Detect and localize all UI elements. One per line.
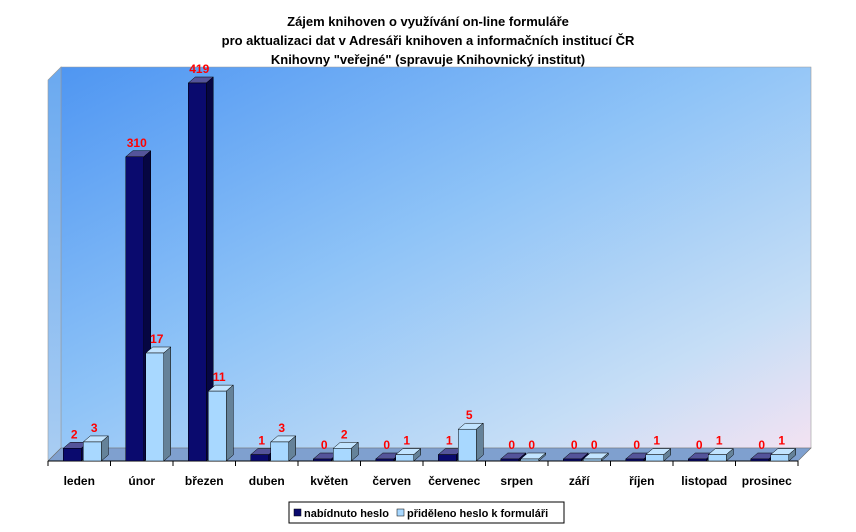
x-tick-label-září: září — [569, 474, 590, 488]
data-label-srpen-series-2: 0 — [528, 438, 535, 452]
data-label-únor-series-2: 17 — [150, 332, 164, 346]
bar-říjen-series-2 — [645, 448, 672, 462]
bar-front — [688, 458, 707, 462]
x-tick-label-prosinec: prosinec — [742, 474, 792, 488]
bar-únor-series-1 — [125, 150, 152, 462]
legend-label-series-2: přiděleno heslo k formuláři — [407, 508, 548, 520]
bar-front — [208, 390, 227, 462]
data-label-červen-series-2: 1 — [403, 434, 410, 448]
chart-title-line-3: Knihovny "veřejné" (spravuje Knihovnický… — [271, 52, 585, 67]
data-label-červenec-series-2: 5 — [466, 408, 473, 422]
bar-front — [770, 454, 789, 462]
data-label-říjen-series-1: 0 — [633, 438, 640, 452]
x-tick-label-únor: únor — [128, 474, 155, 488]
bar-front — [645, 454, 664, 462]
data-label-březen-series-2: 11 — [213, 370, 226, 384]
bar-front — [63, 448, 82, 462]
bar-front — [750, 458, 769, 462]
data-label-září-series-2: 0 — [591, 438, 598, 452]
data-label-prosinec-series-1: 0 — [758, 438, 765, 452]
bar-side — [163, 346, 171, 462]
data-label-únor-series-1: 310 — [127, 136, 147, 150]
x-tick-label-květen: květen — [310, 474, 348, 488]
data-label-listopad-series-1: 0 — [696, 438, 703, 452]
bar-září-series-2 — [582, 452, 609, 462]
data-label-červen-series-1: 0 — [383, 438, 390, 452]
bar-květen-series-2 — [332, 441, 359, 462]
bar-front — [333, 448, 352, 462]
x-tick-label-listopad: listopad — [681, 474, 727, 488]
x-tick-label-červenec: červenec — [428, 474, 480, 488]
bar-listopad-series-2 — [707, 448, 734, 462]
bar-front — [270, 441, 289, 462]
bar-březen-series-2 — [207, 384, 234, 462]
data-label-květen-series-1: 0 — [321, 438, 328, 452]
data-label-říjen-series-2: 1 — [653, 434, 660, 448]
bar-front — [625, 458, 644, 462]
x-tick-label-březen: březen — [185, 474, 224, 488]
bar-front — [188, 82, 207, 462]
legend-box — [288, 501, 565, 524]
bar-červen-series-2 — [395, 448, 422, 462]
bar-side — [476, 422, 484, 462]
data-label-prosinec-series-2: 1 — [778, 434, 785, 448]
legend: nabídnuto heslo přiděleno heslo k formul… — [288, 501, 565, 524]
chart-title-line-1: Zájem knihoven o využívání on-line formu… — [287, 14, 569, 29]
bar-srpen-series-1 — [500, 452, 527, 462]
bar-březen-series-1 — [187, 76, 214, 462]
bar-front — [438, 454, 457, 462]
legend-swatch-series-2 — [396, 508, 405, 517]
bar-front — [708, 454, 727, 462]
chart-title-line-2: pro aktualizaci dat v Adresáři knihoven … — [222, 33, 635, 48]
data-label-červenec-series-1: 1 — [446, 434, 453, 448]
bar-front — [500, 458, 519, 462]
data-label-leden-series-1: 2 — [71, 427, 78, 441]
data-label-listopad-series-2: 1 — [716, 434, 723, 448]
bar-únor-series-2 — [145, 346, 172, 462]
bar-front — [563, 458, 582, 462]
x-tick-label-červen: červen — [372, 474, 411, 488]
bar-leden-series-2 — [82, 435, 109, 462]
bar-front — [145, 352, 164, 462]
bar-front — [458, 428, 477, 462]
data-label-duben-series-2: 3 — [278, 421, 285, 435]
bar-duben-series-2 — [270, 435, 297, 462]
data-label-leden-series-2: 3 — [91, 421, 98, 435]
plot-back-wall — [60, 66, 812, 449]
x-tick-label-říjen: říjen — [629, 474, 654, 488]
bar-front — [250, 454, 269, 462]
data-label-srpen-series-1: 0 — [508, 438, 515, 452]
bar-front — [583, 458, 602, 462]
data-label-květen-series-2: 2 — [341, 427, 348, 441]
bar-srpen-series-2 — [520, 452, 547, 462]
x-tick-label-leden: leden — [64, 474, 95, 488]
legend-label-series-1: nabídnuto heslo — [304, 508, 389, 520]
x-tick-label-srpen: srpen — [500, 474, 533, 488]
x-tick-label-duben: duben — [249, 474, 285, 488]
bar-front — [313, 458, 332, 462]
bar-front — [395, 454, 414, 462]
data-label-duben-series-1: 1 — [258, 434, 265, 448]
bar-prosinec-series-2 — [770, 448, 797, 462]
data-label-březen-series-1: 419 — [189, 62, 209, 76]
bar-front — [520, 458, 539, 462]
bar-červenec-series-2 — [457, 422, 484, 462]
bar-front — [375, 458, 394, 462]
bar-front — [83, 441, 102, 462]
chart-title: Zájem knihoven o využívání on-line formu… — [222, 14, 635, 67]
legend-swatch-series-1 — [293, 508, 302, 517]
data-label-září-series-1: 0 — [571, 438, 578, 452]
bar-front — [125, 156, 144, 462]
bar-side — [226, 384, 234, 462]
plot-side-wall — [47, 66, 62, 462]
